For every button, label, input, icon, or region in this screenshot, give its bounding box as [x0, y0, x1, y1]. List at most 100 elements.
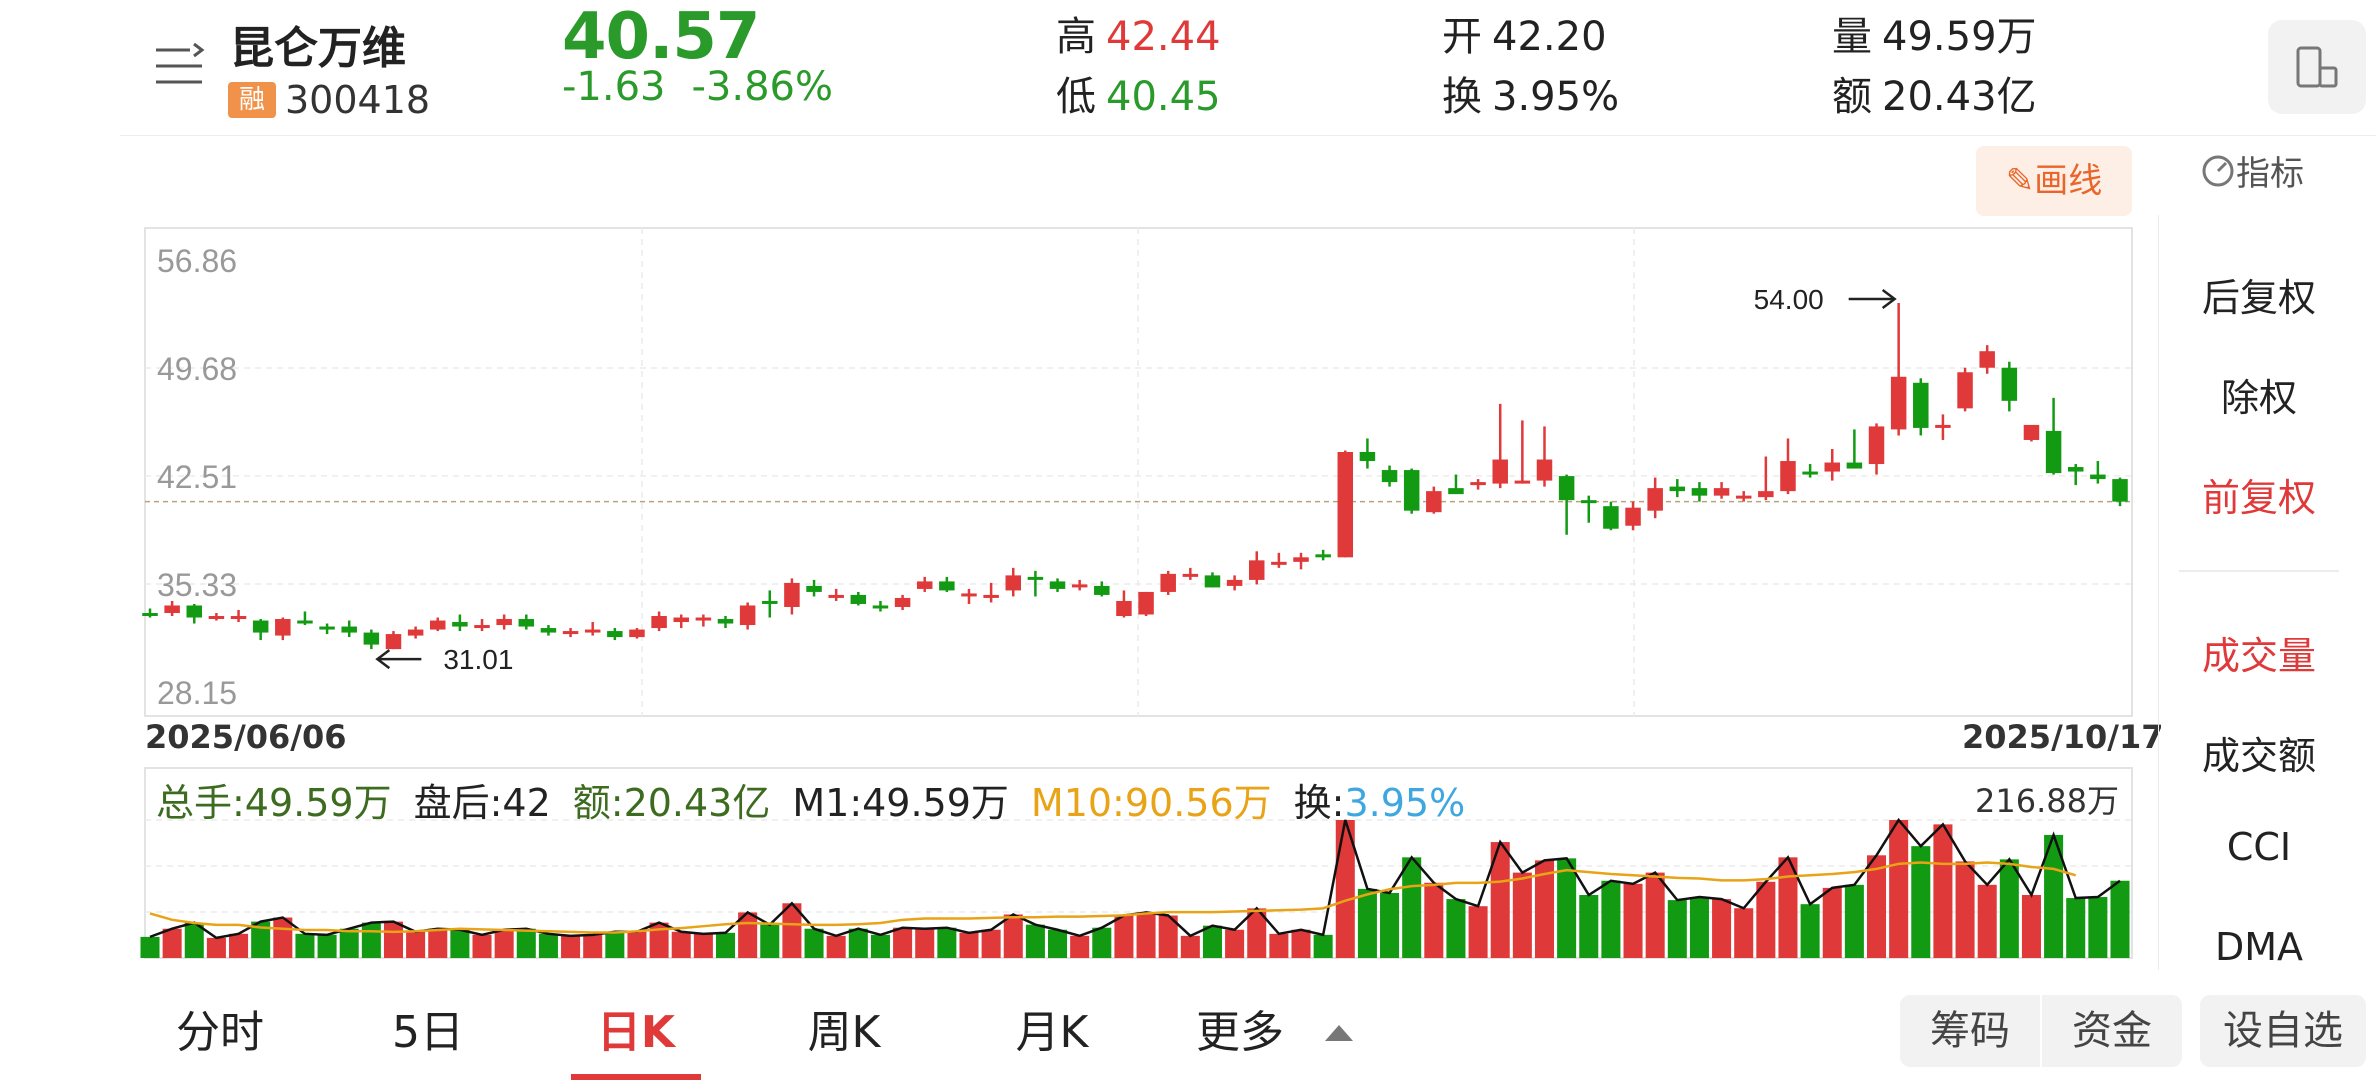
candlestick [939, 576, 955, 592]
candlestick [1094, 581, 1110, 597]
candle-body [894, 597, 911, 607]
candle-body [806, 585, 822, 592]
candle-body [474, 625, 490, 629]
candlestick [1890, 303, 1907, 436]
pencil-icon: ✎ [2005, 161, 2035, 201]
quote-amount: 额 20.43亿 [1832, 64, 2037, 122]
period-tab-bar: 分时 5日 日K 周K 月K 更多 筹码 资金 设自选 [120, 985, 2376, 1080]
candlesticks [142, 303, 2128, 650]
tab-monthly-k[interactable]: 月K [1015, 1007, 1089, 1058]
menu-lines-icon[interactable] [150, 42, 208, 92]
candlestick [1116, 590, 1132, 618]
candlestick [452, 614, 468, 632]
volume-amount: 额:20.43亿 [572, 781, 771, 825]
candlestick [2023, 424, 2040, 442]
panel-item-back-adjust[interactable]: 后复权 [2201, 276, 2316, 320]
volume-bar [760, 924, 780, 958]
volume-bar [1114, 915, 1134, 958]
volume-turnover-value: 3.95% [1344, 781, 1466, 825]
candle-body [762, 600, 778, 604]
volume-bar [1025, 924, 1045, 958]
tab-intraday[interactable]: 分时 [176, 1007, 264, 1058]
panel-item-ex-rights[interactable]: 除权 [2220, 376, 2297, 420]
volume-bar [1202, 925, 1222, 958]
volume-bar [1778, 857, 1798, 958]
candlestick [2067, 464, 2084, 486]
tab-daily-k[interactable]: 日K [596, 1007, 676, 1058]
candle-body [1935, 424, 1951, 428]
candle-body [385, 634, 402, 650]
candlestick [1802, 464, 1818, 478]
volume-bar [1424, 882, 1444, 958]
candlestick [828, 588, 844, 601]
candle-body [1160, 573, 1176, 592]
candlestick [1470, 479, 1486, 490]
volume-bar [848, 928, 868, 958]
volume-bar [450, 929, 470, 958]
chips-button[interactable]: 筹码 [1900, 995, 2040, 1067]
tab-more[interactable]: 更多 [1196, 1007, 1284, 1058]
panel-item-dma[interactable]: DMA [2214, 925, 2304, 969]
volume-bar [561, 935, 581, 958]
stock-name[interactable]: 昆仑万维 [230, 23, 406, 74]
candle-body [275, 619, 291, 636]
panel-divider [2179, 570, 2339, 572]
candlestick [1780, 438, 1796, 495]
candlestick [1979, 345, 1995, 374]
candle-body [1204, 575, 1221, 588]
volume-bar [162, 928, 182, 958]
volume-m10-line [149, 861, 2077, 934]
volume-bar [1579, 895, 1599, 958]
volume-bar [1313, 934, 1333, 958]
candle-body [1758, 491, 1774, 498]
price-tick-label: 28.15 [157, 675, 237, 711]
add-watchlist-button[interactable]: 设自选 [2200, 995, 2366, 1067]
volume-bar [1800, 904, 1820, 958]
panel-item-cci[interactable]: CCI [2226, 825, 2292, 869]
quote-open: 开 42.20 [1442, 4, 1607, 62]
candle-body [1735, 495, 1752, 499]
candlestick [341, 620, 357, 638]
quote-low: 低 40.45 [1056, 64, 1221, 122]
candlestick [208, 613, 225, 621]
volume-bar [472, 934, 492, 958]
candlestick [1492, 403, 1508, 489]
candle-body [2001, 367, 2018, 401]
candlestick [695, 614, 712, 627]
candlestick [916, 576, 933, 592]
candlestick [651, 611, 667, 632]
volume-bar [1490, 842, 1510, 958]
funds-button[interactable]: 资金 [2042, 995, 2182, 1067]
tab-5day[interactable]: 5日 [392, 1007, 464, 1058]
candle-body [1581, 500, 1597, 504]
candle-body [1802, 471, 1818, 475]
candlestick [894, 594, 911, 610]
open-value: 42.20 [1492, 14, 1607, 60]
candlestick [1403, 468, 1420, 514]
candlestick [1846, 429, 1863, 469]
amount-value: 20.43亿 [1882, 74, 2037, 120]
draw-line-button[interactable]: ✎画线 [1976, 146, 2132, 216]
panel-item-forward-adjust[interactable]: 前复权 [2201, 476, 2316, 520]
tab-weekly-k[interactable]: 周K [807, 1007, 881, 1058]
amount-label: 额 [1832, 74, 1872, 120]
panel-item-volume[interactable]: 成交量 [2201, 634, 2316, 678]
candlestick [1581, 495, 1597, 523]
chart-annotations: 54.00 31.01 [375, 284, 1897, 675]
indicator-button[interactable]: 指标 [2200, 146, 2350, 196]
candle-body [850, 594, 867, 604]
candle-body [208, 616, 225, 620]
panel-item-amount[interactable]: 成交额 [2201, 734, 2316, 778]
landscape-button[interactable] [2268, 20, 2366, 114]
volume-bar [273, 917, 293, 958]
chevron-up-icon[interactable] [1325, 1025, 1353, 1041]
volume-bar [1623, 883, 1643, 958]
candle-body [252, 620, 269, 633]
volume-bar [317, 934, 337, 958]
volume-bar [295, 933, 315, 958]
volume-bar [1048, 929, 1068, 958]
chart-frame [144, 227, 2133, 717]
candlestick [1735, 491, 1752, 502]
change-value: -1.63 [562, 64, 666, 110]
last-price: 40.57 [562, 0, 760, 74]
